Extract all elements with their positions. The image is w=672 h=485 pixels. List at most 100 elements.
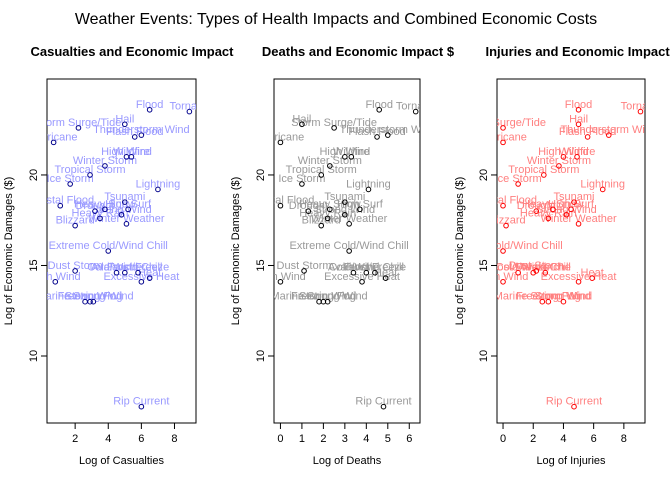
point-label: High Surf — [548, 198, 595, 210]
y-tick-label: 20 — [255, 169, 267, 181]
point-label: Storm Wind — [65, 291, 122, 303]
panel-title: Deaths and Economic Impact $ — [262, 44, 455, 59]
data-point — [575, 278, 582, 285]
point-label: Storm Surge/Tide — [291, 117, 377, 129]
data-point — [500, 125, 506, 131]
x-tick-label: 3 — [342, 433, 348, 445]
point-label: Winter Storm — [298, 155, 362, 167]
x-tick-label: 0 — [277, 433, 283, 445]
point-label: High Wind — [319, 146, 370, 158]
point-label: Excessive Heat — [541, 271, 617, 283]
data-point — [500, 248, 506, 254]
data-point — [305, 208, 312, 214]
point-label: Tsunami — [104, 191, 145, 203]
x-axis-label: Log of Casualties — [79, 455, 164, 467]
x-axis-label: Log of Injuries — [536, 455, 606, 467]
point-label: Blizzard — [302, 215, 341, 227]
point-label: Drought — [75, 200, 114, 212]
data-point — [327, 206, 333, 213]
point-label: Winter Weather — [88, 213, 165, 225]
data-point — [105, 248, 112, 254]
point-label: Frost/Freeze — [487, 262, 549, 274]
data-point — [301, 268, 307, 274]
y-tick-label: 10 — [255, 350, 267, 362]
point-label: Tsunami — [554, 191, 595, 203]
x-tick-label: 0 — [500, 433, 506, 445]
data-point — [545, 215, 552, 222]
point-label: High Wind — [101, 146, 152, 158]
data-point — [102, 206, 108, 213]
data-points — [500, 106, 644, 410]
data-point — [376, 106, 383, 113]
data-point — [515, 181, 521, 187]
data-point — [575, 221, 582, 227]
data-point — [637, 108, 644, 115]
data-point — [384, 132, 391, 138]
data-point — [342, 154, 348, 160]
x-tick-label: 4 — [560, 433, 566, 445]
panel-2: Deaths and Economic Impact $ 0 1 2 3 4 5 6 10 15 2… — [230, 44, 455, 467]
point-label: Hurricane — [30, 131, 78, 143]
data-point — [146, 275, 153, 281]
data-point — [87, 298, 93, 305]
data-point — [324, 298, 331, 305]
point-label: High Surf — [105, 198, 152, 210]
point-label: Heat — [138, 267, 161, 279]
data-point — [90, 298, 97, 305]
point-label: Frost/Freeze — [107, 262, 169, 274]
main-title: Weather Events: Types of Health Impacts … — [75, 11, 597, 28]
data-point — [342, 211, 348, 218]
y-tick-label: 10 — [28, 350, 40, 362]
point-label: Wildfire — [559, 146, 596, 158]
data-point — [365, 186, 372, 193]
point-label: Wildfire — [113, 146, 150, 158]
data-point — [575, 106, 582, 113]
data-point — [571, 403, 577, 410]
x-tick-label: 2 — [530, 433, 536, 445]
point-label: Thunderstorm Wind — [339, 124, 436, 136]
panel-title: Casualties and Economic Impact — [30, 44, 234, 59]
point-label: Wildfire — [333, 146, 370, 158]
data-point — [138, 132, 145, 138]
data-point — [568, 206, 574, 213]
data-point — [563, 211, 570, 218]
data-point — [342, 199, 348, 205]
point-label: Blizzard — [486, 215, 525, 227]
data-point — [605, 132, 612, 138]
data-points — [50, 106, 193, 410]
data-point — [97, 215, 103, 222]
data-point — [380, 403, 387, 410]
point-label: Extreme Cold/Wind Chill — [443, 240, 562, 252]
point-label: Hurricane — [479, 131, 527, 143]
y-tick-label: 15 — [478, 259, 490, 271]
point-label: Rip Current — [113, 396, 169, 408]
data-point — [72, 222, 78, 229]
data-point — [542, 269, 549, 276]
point-label: Flash Flood — [106, 126, 163, 138]
point-label: Marine Strong Wind — [270, 291, 367, 303]
point-label: Tornado — [396, 101, 436, 113]
panel-3: Injuries and Economic Impact $ 0 2 4 6 8 10 15 2… — [443, 44, 672, 467]
point-label: Lightning — [136, 178, 181, 190]
data-point — [155, 186, 161, 193]
point-label: Thunderstorm Wind — [93, 124, 190, 136]
point-label: Storm Surge/Tide — [460, 117, 546, 129]
y-axis-label: Log of Economic Damages ($) — [3, 177, 15, 326]
plot-frame — [273, 78, 421, 424]
data-point — [515, 269, 521, 276]
data-point — [102, 163, 108, 169]
data-point — [589, 275, 595, 281]
data-point — [357, 206, 363, 213]
data-point — [500, 139, 506, 146]
point-label: Strong Wind — [536, 204, 597, 216]
x-tick-label: 6 — [591, 433, 597, 445]
data-point — [324, 215, 331, 222]
point-label: Drought — [517, 200, 556, 212]
point-label: Tropical Storm — [286, 164, 357, 176]
point-label: Hail — [292, 113, 311, 125]
point-label: Lightning — [346, 178, 391, 190]
data-point — [541, 172, 547, 178]
